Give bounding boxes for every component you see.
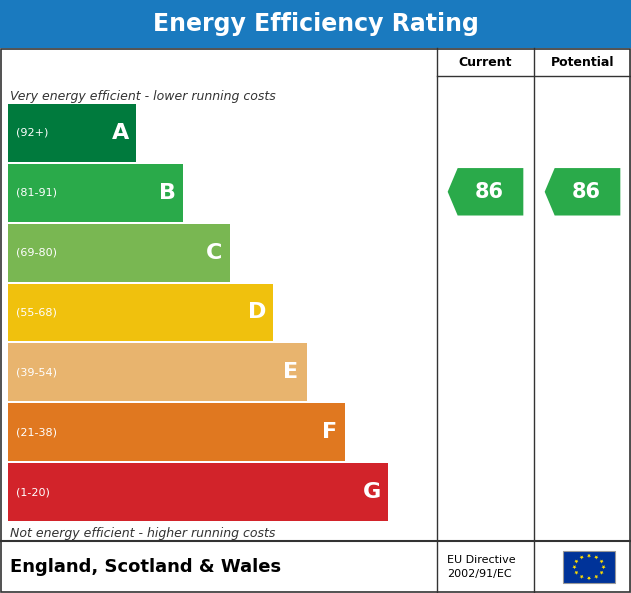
- Polygon shape: [545, 168, 620, 215]
- Polygon shape: [594, 575, 598, 579]
- Polygon shape: [599, 571, 604, 575]
- Text: Very energy efficient - lower running costs: Very energy efficient - lower running co…: [10, 90, 276, 103]
- Text: England, Scotland & Wales: England, Scotland & Wales: [10, 558, 281, 576]
- Text: (92+): (92+): [16, 128, 49, 138]
- Polygon shape: [574, 560, 579, 563]
- Text: (69-80): (69-80): [16, 248, 57, 257]
- Polygon shape: [8, 283, 273, 342]
- Polygon shape: [599, 560, 604, 563]
- Polygon shape: [8, 224, 230, 282]
- Text: (81-91): (81-91): [16, 188, 57, 198]
- Polygon shape: [601, 565, 606, 569]
- Text: C: C: [206, 243, 222, 263]
- Bar: [563, 551, 615, 583]
- Polygon shape: [8, 164, 183, 222]
- Polygon shape: [8, 343, 307, 401]
- Text: Energy Efficiency Rating: Energy Efficiency Rating: [153, 12, 478, 36]
- Text: (55-68): (55-68): [16, 308, 57, 317]
- Polygon shape: [8, 403, 345, 461]
- Polygon shape: [574, 571, 579, 575]
- Text: EU Directive
2002/91/EC: EU Directive 2002/91/EC: [447, 556, 516, 579]
- Text: Potential: Potential: [551, 56, 614, 69]
- Polygon shape: [580, 556, 584, 560]
- Text: 86: 86: [475, 182, 504, 202]
- Text: (1-20): (1-20): [16, 487, 50, 497]
- Text: E: E: [283, 362, 298, 382]
- Text: 86: 86: [572, 182, 601, 202]
- Text: D: D: [247, 302, 266, 323]
- Text: G: G: [363, 482, 381, 502]
- Text: Current: Current: [459, 56, 512, 69]
- Text: F: F: [322, 422, 337, 442]
- Text: A: A: [112, 123, 129, 143]
- Polygon shape: [594, 556, 598, 560]
- Polygon shape: [8, 104, 136, 162]
- Bar: [0, 0, 631, 48]
- Text: (21-38): (21-38): [16, 427, 57, 437]
- Polygon shape: [447, 168, 523, 215]
- Polygon shape: [587, 554, 591, 558]
- Polygon shape: [580, 575, 584, 579]
- Text: (39-54): (39-54): [16, 367, 57, 377]
- Polygon shape: [8, 463, 388, 521]
- Polygon shape: [572, 565, 577, 569]
- Text: B: B: [158, 183, 175, 203]
- Text: Not energy efficient - higher running costs: Not energy efficient - higher running co…: [10, 527, 275, 540]
- Polygon shape: [587, 576, 591, 581]
